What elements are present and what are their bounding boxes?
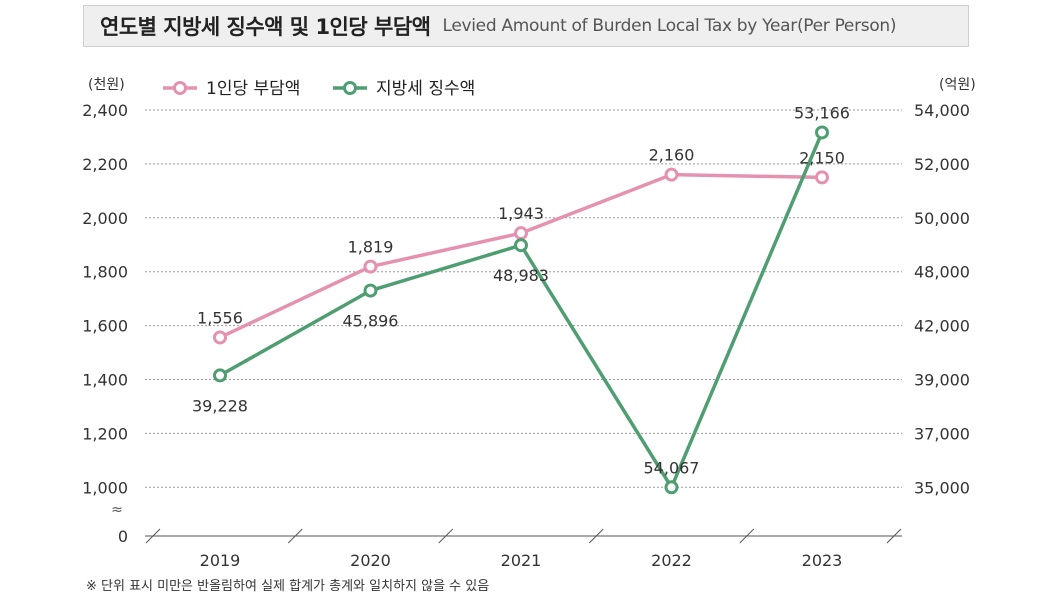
legend-label-levied-amount: 지방세 징수액 bbox=[376, 79, 475, 99]
legend-label-per-person: 1인당 부담액 bbox=[206, 79, 300, 99]
left-tick-label: 1,000 bbox=[82, 478, 128, 497]
data-label: 2,150 bbox=[799, 148, 845, 167]
x-axis-break-mark bbox=[438, 528, 454, 544]
series-markers bbox=[213, 125, 829, 495]
right-axis-unit-label: (억원) bbox=[939, 77, 976, 93]
x-axis-break-mark bbox=[886, 528, 902, 544]
data-label: 48,983 bbox=[493, 266, 549, 285]
series-lines bbox=[219, 131, 824, 490]
left-axis-unit-label: (천원) bbox=[88, 77, 125, 93]
x-axis-break-mark bbox=[287, 528, 303, 544]
x-tick-label: 2022 bbox=[651, 551, 692, 570]
levied-amount-series-line bbox=[219, 131, 824, 490]
x-tick-label: 2020 bbox=[350, 551, 391, 570]
left-tick-label: 1,200 bbox=[82, 424, 128, 443]
right-tick-label: 37,000 bbox=[914, 424, 970, 443]
chart-title-english: Levied Amount of Burden Local Tax by Yea… bbox=[442, 16, 897, 36]
data-point-marker bbox=[815, 170, 829, 185]
legend-marker-per-person bbox=[173, 81, 187, 95]
data-point-marker bbox=[363, 283, 378, 298]
data-point-marker bbox=[363, 259, 378, 274]
legend-marker-levied-amount bbox=[343, 81, 357, 95]
data-label: 54,067 bbox=[644, 458, 700, 477]
legend: 1인당 부담액 지방세 징수액 bbox=[163, 79, 475, 99]
data-point-marker bbox=[213, 368, 227, 383]
left-tick-label: 2,000 bbox=[82, 209, 128, 228]
data-point-marker bbox=[815, 125, 829, 140]
left-tick-label: 2,400 bbox=[82, 101, 128, 120]
right-tick-label: 50,000 bbox=[914, 209, 970, 228]
data-label: 1,556 bbox=[197, 308, 243, 327]
left-tick-label: 1,800 bbox=[82, 263, 128, 282]
data-labels: 1,556 1,819 1,943 2,160 2,150 39,228 45,896 48,… bbox=[192, 103, 850, 477]
data-point-marker bbox=[213, 330, 227, 345]
x-axis-break-mark bbox=[588, 528, 604, 544]
chart-title-korean: 연도별 지방세 징수액 및 1인당 부담액 bbox=[100, 15, 431, 39]
right-tick-label: 39,000 bbox=[914, 371, 970, 390]
right-tick-label: 54,000 bbox=[914, 101, 970, 120]
left-tick-label: 2,200 bbox=[82, 155, 128, 174]
x-axis-break-mark bbox=[145, 528, 161, 544]
axis-break-symbol: ≈ bbox=[111, 502, 123, 518]
chart-title-box: 연도별 지방세 징수액 및 1인당 부담액 Levied Amount of B… bbox=[83, 5, 969, 47]
x-tick-label: 2021 bbox=[501, 551, 542, 570]
grid-lines bbox=[145, 109, 902, 488]
right-tick-label: 42,000 bbox=[914, 317, 970, 336]
footnote: ※ 단위 표시 미만은 반올림하여 실제 합계가 총계와 일치하지 않을 수 있… bbox=[86, 579, 490, 594]
data-point-marker bbox=[514, 238, 528, 253]
x-tick-label: 2023 bbox=[802, 551, 843, 570]
left-tick-label: 1,600 bbox=[82, 317, 128, 336]
data-label: 1,943 bbox=[498, 204, 544, 223]
data-label: 2,160 bbox=[649, 146, 695, 165]
data-point-marker bbox=[664, 480, 679, 495]
line-chart: (천원) (억원) 1인당 부담액 지방세 징수액 0 1,000 1,200 1,4… bbox=[82, 77, 976, 570]
data-label: 53,166 bbox=[794, 103, 850, 122]
left-axis-ticks: 0 1,000 1,200 1,400 1,600 1,800 2,000 2,200 2,40… bbox=[82, 101, 128, 546]
x-tick-label: 2019 bbox=[200, 551, 241, 570]
per-person-series-line bbox=[219, 172, 823, 340]
data-label: 39,228 bbox=[192, 396, 248, 415]
right-tick-label: 35,000 bbox=[914, 478, 970, 497]
data-point-marker bbox=[664, 167, 679, 182]
data-label: 45,896 bbox=[343, 312, 399, 331]
left-tick-label: 0 bbox=[118, 527, 128, 546]
x-axis-break-mark bbox=[739, 528, 755, 544]
x-axis: 2019 2020 2021 2022 2023 bbox=[145, 528, 902, 570]
right-tick-label: 52,000 bbox=[914, 155, 970, 174]
right-axis-ticks: 35,000 37,000 39,000 42,000 48,000 50,000 52,0… bbox=[914, 101, 970, 497]
data-label: 1,819 bbox=[348, 238, 394, 257]
data-point-marker bbox=[514, 226, 528, 241]
left-tick-label: 1,400 bbox=[82, 371, 128, 390]
right-tick-label: 48,000 bbox=[914, 263, 970, 282]
